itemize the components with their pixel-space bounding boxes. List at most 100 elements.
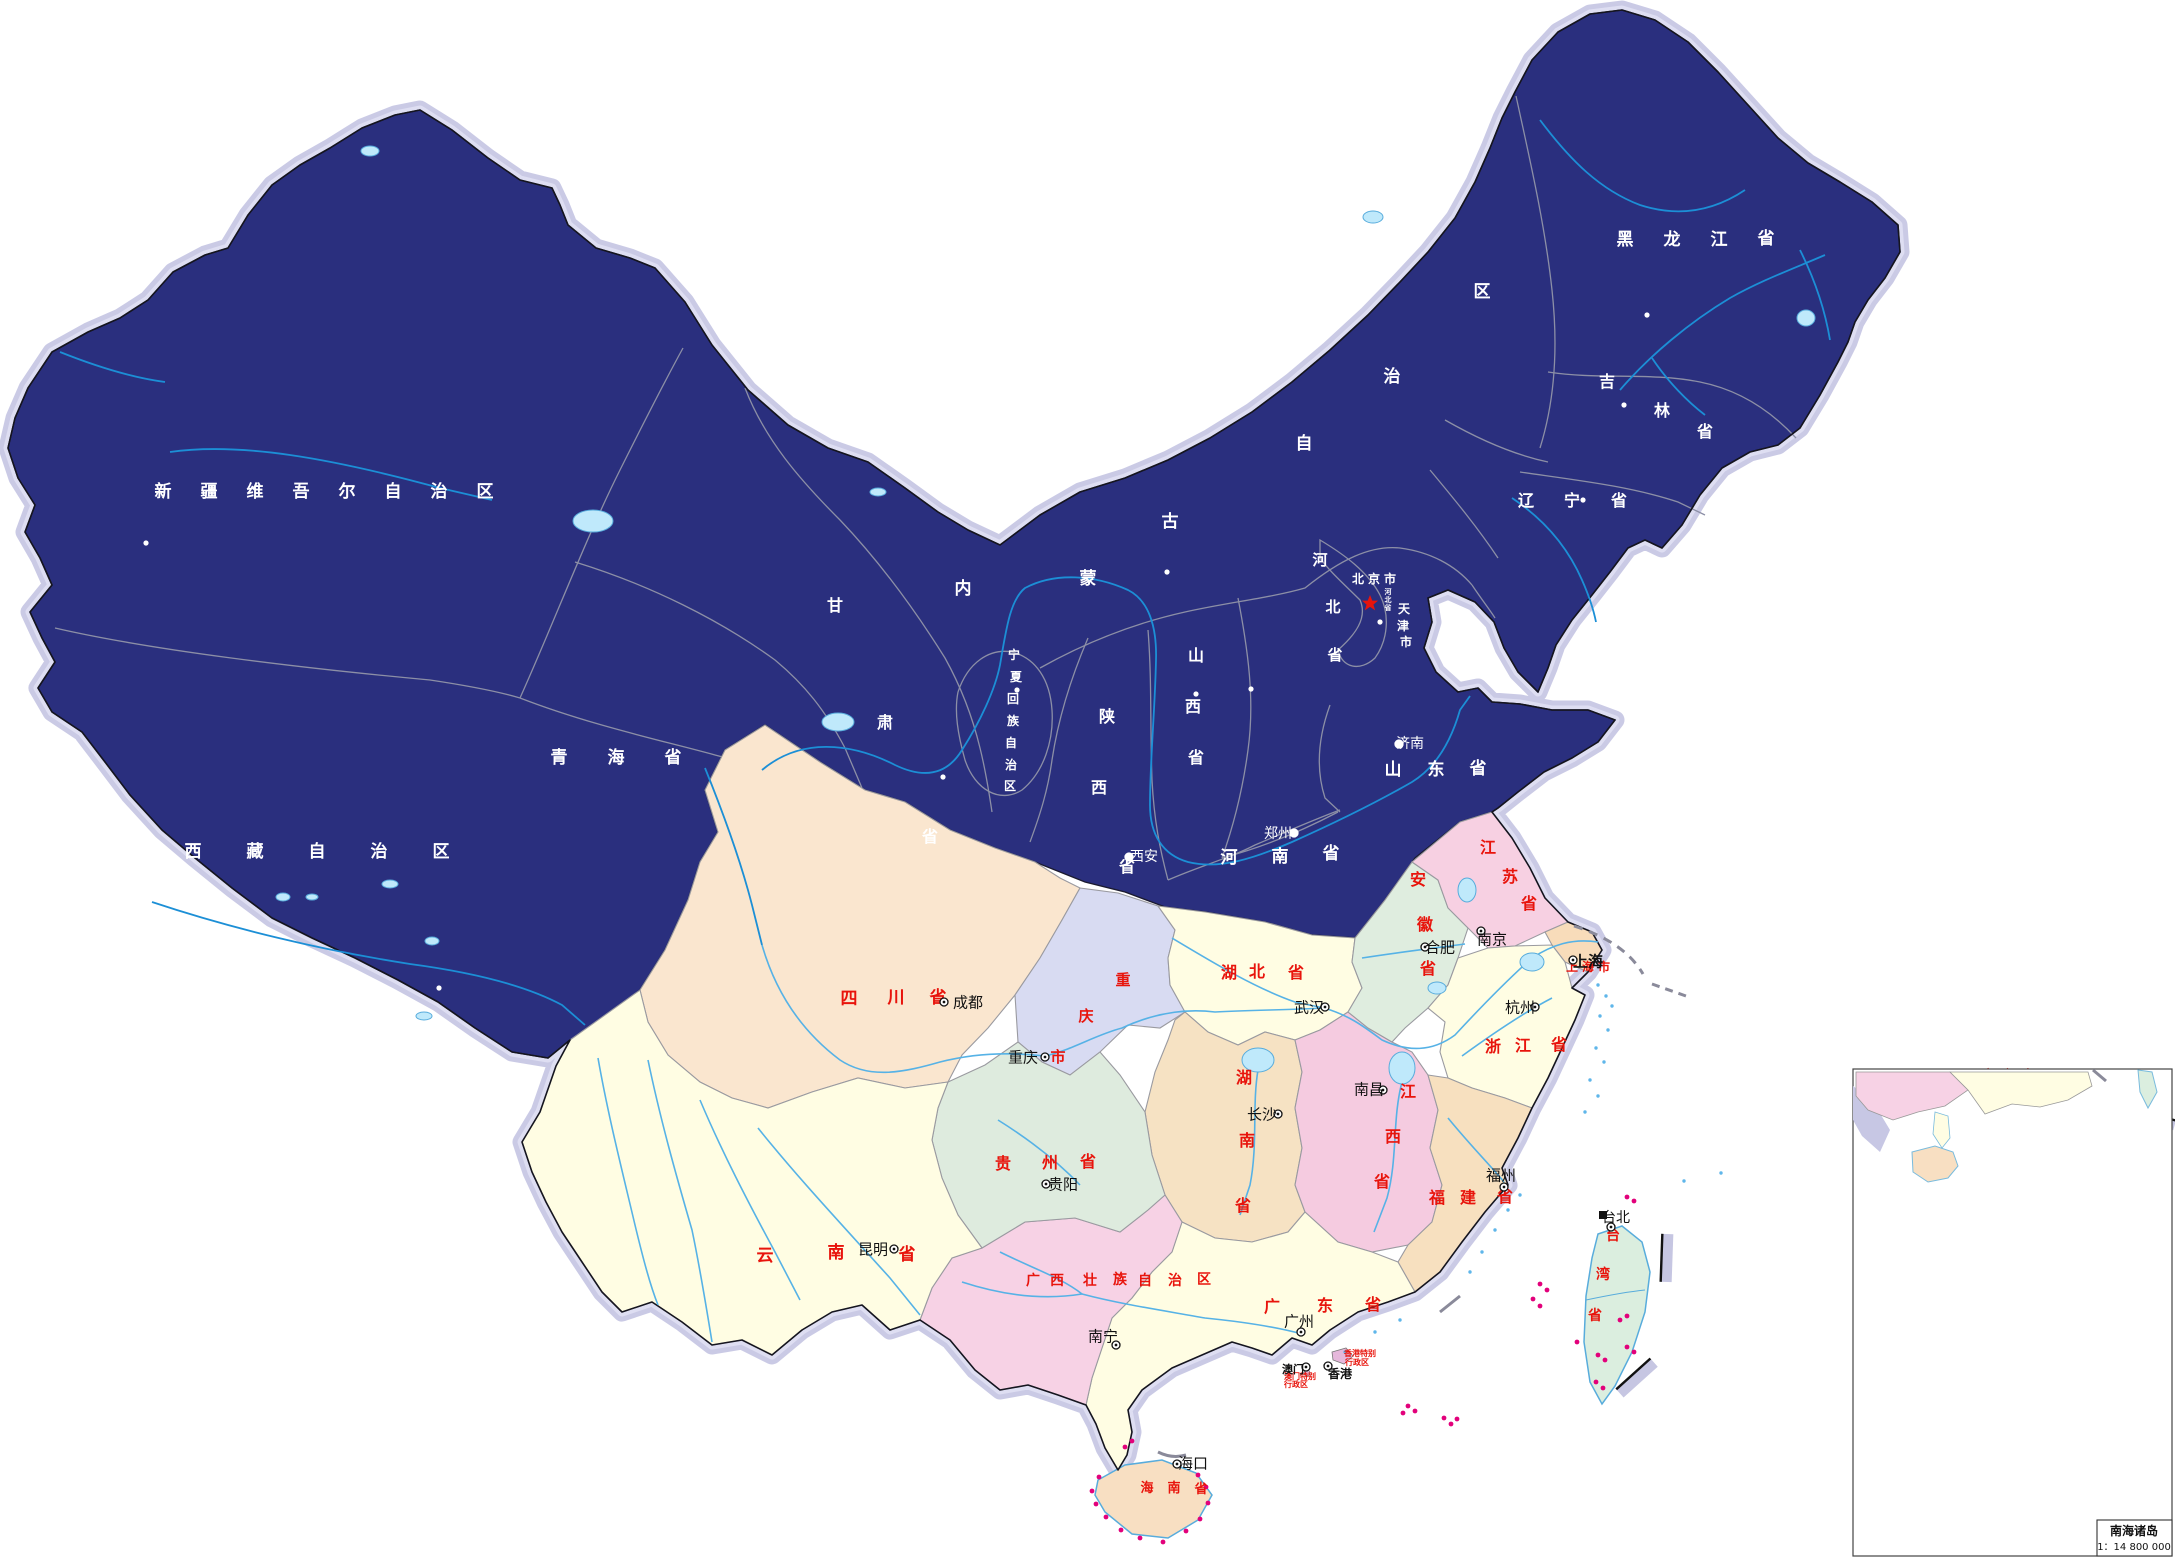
island-dot-blue [1373, 1330, 1377, 1334]
rivers [59, 119, 1831, 1343]
sea-boundary-dashes [1157, 924, 1687, 1458]
svg-text:青: 青 [551, 747, 568, 768]
svg-text:安: 安 [1410, 870, 1426, 889]
south-provinces [521, 724, 1651, 1539]
svg-text:武汉: 武汉 [1294, 998, 1324, 1016]
label-yunnan: 云南省 [757, 1242, 916, 1266]
svg-text:省: 省 [1587, 1307, 1602, 1324]
island-dot-magenta [1530, 1296, 1536, 1302]
svg-text:西安: 西安 [1130, 849, 1158, 865]
svg-text:省: 省 [1757, 228, 1775, 249]
label-hebei: 河北省 [1312, 551, 1342, 664]
svg-text:省: 省 [921, 827, 938, 846]
svg-text:自: 自 [1138, 1272, 1152, 1289]
svg-text:浙: 浙 [1485, 1037, 1501, 1056]
svg-text:四: 四 [841, 989, 858, 1009]
svg-text:江: 江 [1400, 1082, 1416, 1101]
island-dot-blue [1719, 1171, 1723, 1175]
svg-text:济南: 济南 [1396, 736, 1424, 752]
svg-text:尔: 尔 [339, 481, 356, 502]
svg-text:治: 治 [1005, 757, 1017, 772]
svg-text:省: 省 [1469, 758, 1487, 779]
svg-text:省: 省 [1234, 1196, 1251, 1215]
city-dot [1644, 312, 1650, 318]
label-zhejiang: 浙江省 [1485, 1035, 1567, 1056]
city-香港: 香港 [1323, 1361, 1353, 1381]
lakes [275, 145, 1816, 1085]
svg-text:黑: 黑 [1617, 230, 1634, 250]
svg-text:疆: 疆 [201, 482, 218, 502]
svg-text:南宁: 南宁 [1088, 1327, 1118, 1345]
island-dot-magenta [1195, 1472, 1201, 1478]
city-西安: 西安 [1124, 849, 1158, 865]
svg-text:西: 西 [1050, 1273, 1064, 1289]
svg-text:成都: 成都 [953, 993, 983, 1011]
province-taiwan [1583, 1225, 1651, 1406]
svg-text:香港特别: 香港特别 [1343, 1348, 1376, 1358]
svg-text:行政区: 行政区 [1283, 1379, 1308, 1389]
island-dot-magenta [1129, 1438, 1135, 1444]
label-xinjiang: 新疆维吾尔自治区 [155, 481, 494, 502]
svg-text:治: 治 [1168, 1272, 1182, 1289]
svg-text:福州: 福州 [1486, 1166, 1516, 1184]
island-dot-magenta [1624, 1344, 1630, 1350]
svg-text:长沙: 长沙 [1247, 1105, 1277, 1123]
island-dot-magenta [1205, 1500, 1211, 1506]
svg-text:西: 西 [1385, 1127, 1401, 1146]
svg-text:建: 建 [1460, 1188, 1476, 1207]
label-shanghai: 上海市 [1566, 959, 1610, 974]
north-internal-borders [54, 95, 1797, 881]
svg-text:东: 东 [1317, 1296, 1333, 1315]
svg-text:族: 族 [1113, 1271, 1128, 1288]
island-dot-magenta [1544, 1287, 1550, 1293]
label-gansu: 甘肃省 [827, 596, 938, 846]
svg-text:省: 省 [1079, 1152, 1096, 1171]
boundary-dash-bar [1615, 1357, 1658, 1398]
label-neimenggu: 内 蒙 古 自 治 区 [955, 282, 1491, 599]
svg-text:广: 广 [1026, 1272, 1040, 1289]
island-dot-blue [1583, 1110, 1587, 1114]
city-dot [1014, 687, 1020, 693]
city-成都: 成都 [939, 993, 983, 1011]
island-dot-magenta [1454, 1416, 1460, 1422]
svg-text:市: 市 [1400, 634, 1412, 649]
svg-text:省: 省 [1520, 894, 1537, 913]
island-dot-magenta [1593, 1379, 1599, 1385]
svg-text:江: 江 [1515, 1036, 1531, 1055]
label-hainan: 海南省 [1140, 1480, 1207, 1497]
svg-text:省: 省 [1287, 963, 1304, 982]
city-dot [1580, 497, 1586, 503]
svg-text:省: 省 [664, 747, 682, 768]
svg-text:澳门: 澳门 [1282, 1362, 1304, 1376]
island-dot-blue [1588, 1078, 1592, 1082]
svg-text:市: 市 [1598, 959, 1610, 974]
city-济南: 济南 [1394, 736, 1424, 752]
city-杭州: 杭州 [1505, 998, 1540, 1016]
svg-text:北: 北 [1325, 598, 1340, 616]
svg-text:省: 省 [1193, 1481, 1207, 1497]
island-dot-blue [1480, 1250, 1484, 1254]
city-澳门: 澳门 [1282, 1362, 1311, 1376]
island-dot-blue [1506, 1208, 1510, 1212]
svg-text:湾: 湾 [1596, 1266, 1610, 1283]
svg-text:河: 河 [1312, 551, 1327, 569]
svg-text:合肥: 合肥 [1425, 938, 1455, 956]
city-郑州: 郑州 [1264, 826, 1299, 842]
svg-text:区: 区 [1004, 779, 1016, 793]
svg-text:郑州: 郑州 [1264, 826, 1292, 842]
svg-text:省: 省 [1610, 491, 1627, 510]
label-sichuan: 四川省 [841, 987, 947, 1009]
svg-text:重庆: 重庆 [1008, 1048, 1038, 1066]
svg-text:甘: 甘 [827, 596, 843, 615]
svg-text:治: 治 [371, 841, 388, 862]
island-dot-blue [1398, 1318, 1402, 1322]
city-dot [143, 540, 149, 546]
island-dot-magenta [1441, 1415, 1447, 1421]
city-海口: 海口 [1172, 1454, 1208, 1472]
island-dot-magenta [1400, 1410, 1406, 1416]
svg-text:省: 省 [1187, 748, 1204, 767]
city-武汉: 武汉 [1294, 998, 1330, 1016]
island-dot-magenta [1574, 1339, 1580, 1345]
